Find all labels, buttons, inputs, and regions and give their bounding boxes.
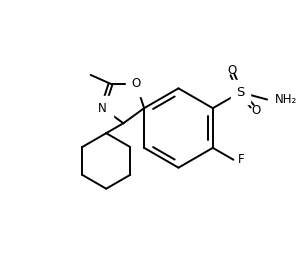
Text: NH₂: NH₂ xyxy=(275,93,297,106)
Text: F: F xyxy=(237,153,244,166)
Text: S: S xyxy=(236,86,245,99)
Text: O: O xyxy=(228,64,237,77)
Text: O: O xyxy=(252,104,261,117)
Text: O: O xyxy=(132,77,141,90)
Text: N: N xyxy=(98,102,107,115)
